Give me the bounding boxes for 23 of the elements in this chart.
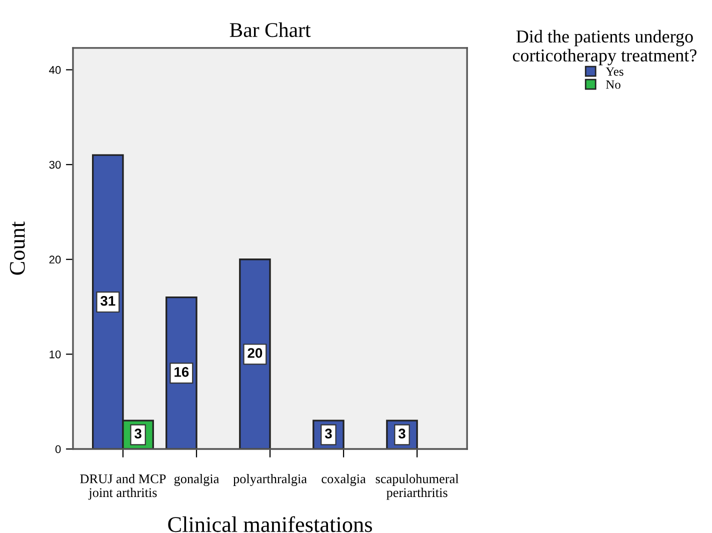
data-label: 16: [174, 367, 189, 377]
y-tick-label: 0: [55, 445, 61, 454]
data-label: 20: [248, 348, 262, 358]
y-tick-label: 30: [49, 160, 61, 169]
legend-title: Did the patients undergo corticotherapy treatment?: [512, 30, 696, 66]
data-label: 31: [100, 296, 116, 306]
y-tick-label: 40: [49, 66, 61, 74]
y-axis-title: Count: [10, 221, 25, 275]
legend-label: Yes: [606, 67, 624, 76]
x-axis-title: Clinical manifestations: [168, 516, 372, 532]
y-tick-label: 10: [50, 350, 61, 358]
data-label: 3: [398, 428, 406, 439]
x-tick-label: polyarthralgia: [233, 474, 307, 486]
x-tick-label: DRUJ and MCP joint arthritis: [80, 474, 166, 500]
chart-title: Bar Chart: [230, 22, 311, 38]
x-tick-label: coxalgia: [322, 474, 366, 486]
data-label: 3: [324, 428, 332, 439]
x-tick-label: scapulohumeral periarthritis: [376, 474, 459, 500]
data-label: 3: [134, 428, 142, 439]
bar: [239, 258, 271, 449]
x-tick-label: gonalgia: [174, 474, 220, 486]
legend-label: No: [606, 80, 620, 89]
y-tick-label: 20: [49, 256, 61, 264]
